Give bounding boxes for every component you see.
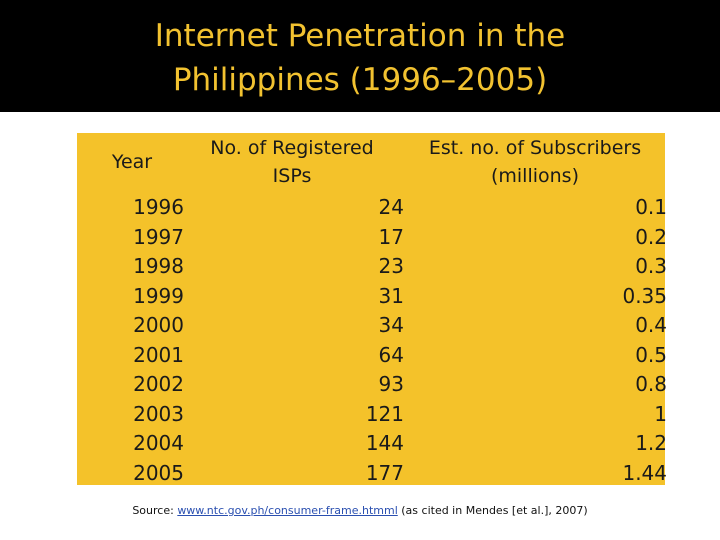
table-cell-year: 2001	[133, 342, 184, 367]
table-cell-subs: 0.2	[635, 224, 667, 249]
source-citation: Source: www.ntc.gov.ph/consumer-frame.ht…	[0, 504, 720, 517]
header-isps-line-1: No. of Registered	[210, 137, 374, 159]
source-suffix: (as cited in Mendes [et al.], 2007)	[397, 504, 588, 517]
header-subscribers-line-1: Est. no. of Subscribers	[428, 137, 642, 159]
data-table-background	[77, 133, 665, 485]
table-cell-subs: 0.3	[635, 254, 667, 278]
table-cell-year: 2002	[133, 372, 184, 396]
table-cell-subs: 0.8	[635, 372, 667, 396]
table-cell-subs: 0.4	[635, 313, 667, 337]
table-cell-isps: 64	[378, 342, 404, 367]
table-cell-year: 1997	[133, 224, 184, 249]
table-cell-subs: 0.1	[635, 195, 667, 219]
slide-title: Internet Penetration in the Philippines …	[0, 14, 720, 102]
table-cell-year: 1999	[133, 283, 184, 308]
table-cell-isps: 93	[378, 372, 404, 396]
table-cell-isps: 17	[378, 224, 404, 249]
table-cell-year: 2004	[133, 431, 184, 455]
table-cell-subs: 0.35	[622, 283, 667, 308]
header-isps-line-2: ISPs	[272, 165, 312, 187]
header-year: Year	[111, 151, 153, 173]
title-bar	[0, 0, 720, 112]
source-link[interactable]: www.ntc.gov.ph/consumer-frame.htmml	[177, 504, 398, 517]
table-cell-isps: 34	[378, 313, 404, 337]
table-cell-isps: 23	[378, 254, 404, 278]
table-cell-isps: 31	[378, 283, 404, 308]
table-cell-subs: 0.5	[635, 342, 667, 367]
table-cell-year: 1996	[133, 195, 184, 219]
table-cell-subs: 1	[654, 401, 667, 426]
table-cell-isps: 177	[365, 460, 404, 485]
table-cell-year: 2003	[133, 401, 184, 426]
slide-title-line-2: Philippines (1996–2005)	[172, 62, 548, 98]
source-prefix: Source:	[132, 504, 178, 517]
table-cell-isps: 144	[365, 431, 404, 455]
table-cell-year: 1998	[133, 254, 184, 278]
slide-title-line-1: Internet Penetration in the	[154, 18, 566, 54]
header-subscribers-line-2: (millions)	[490, 165, 579, 187]
table-cell-subs: 1.2	[635, 431, 667, 455]
table-cell-year: 2005	[133, 460, 184, 485]
table-cell-subs: 1.44	[622, 460, 667, 485]
table-cell-isps: 24	[378, 195, 404, 219]
table-cell-year: 2000	[133, 313, 184, 337]
table-cell-isps: 121	[365, 401, 404, 426]
